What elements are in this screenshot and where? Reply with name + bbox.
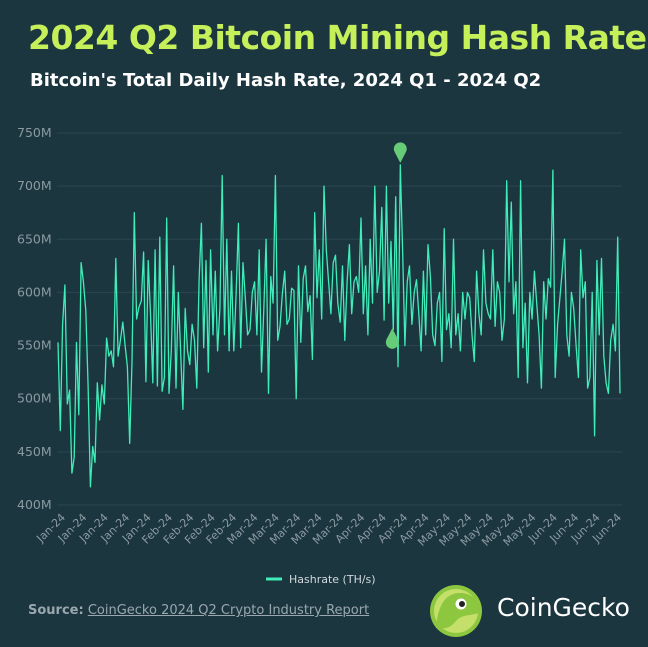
chart-subtitle: Bitcoin's Total Daily Hash Rate, 2024 Q1… bbox=[30, 70, 542, 91]
logo-pupil bbox=[459, 601, 465, 607]
y-tick-label: 400M bbox=[17, 497, 52, 512]
source-link[interactable]: CoinGecko 2024 Q2 Crypto Industry Report bbox=[87, 603, 370, 618]
source-label: Source: bbox=[28, 603, 84, 618]
series-layer bbox=[57, 164, 621, 488]
source-note: Source: CoinGecko 2024 Q2 Crypto Industr… bbox=[28, 603, 369, 618]
y-tick-label: 750M bbox=[17, 125, 52, 140]
max-marker-icon bbox=[393, 142, 407, 163]
y-tick-label: 650M bbox=[17, 231, 52, 246]
logo-head bbox=[436, 592, 479, 629]
y-tick-label: 500M bbox=[17, 391, 52, 406]
y-axis-ticks: 400M 450M 500M 550M 600M 650M 700M 750M bbox=[17, 125, 52, 512]
coingecko-logo-icon bbox=[430, 585, 482, 637]
marker-layer bbox=[385, 142, 407, 349]
legend-label: Hashrate (TH/s) bbox=[289, 573, 376, 586]
chart-title: 2024 Q2 Bitcoin Mining Hash Rate bbox=[28, 18, 647, 57]
y-tick-label: 450M bbox=[17, 444, 52, 459]
y-tick-label: 600M bbox=[17, 284, 52, 299]
x-axis-ticks: Jan-24Jan-24Jan-24Jan-24Jan-24Feb-24Feb-… bbox=[34, 511, 625, 549]
y-tick-label: 700M bbox=[17, 178, 52, 193]
hashrate-series-line bbox=[57, 164, 621, 488]
min-marker-icon bbox=[385, 328, 399, 349]
y-tick-label: 550M bbox=[17, 338, 52, 353]
legend: Hashrate (TH/s) bbox=[266, 573, 376, 586]
brand-name: CoinGecko bbox=[497, 593, 630, 622]
